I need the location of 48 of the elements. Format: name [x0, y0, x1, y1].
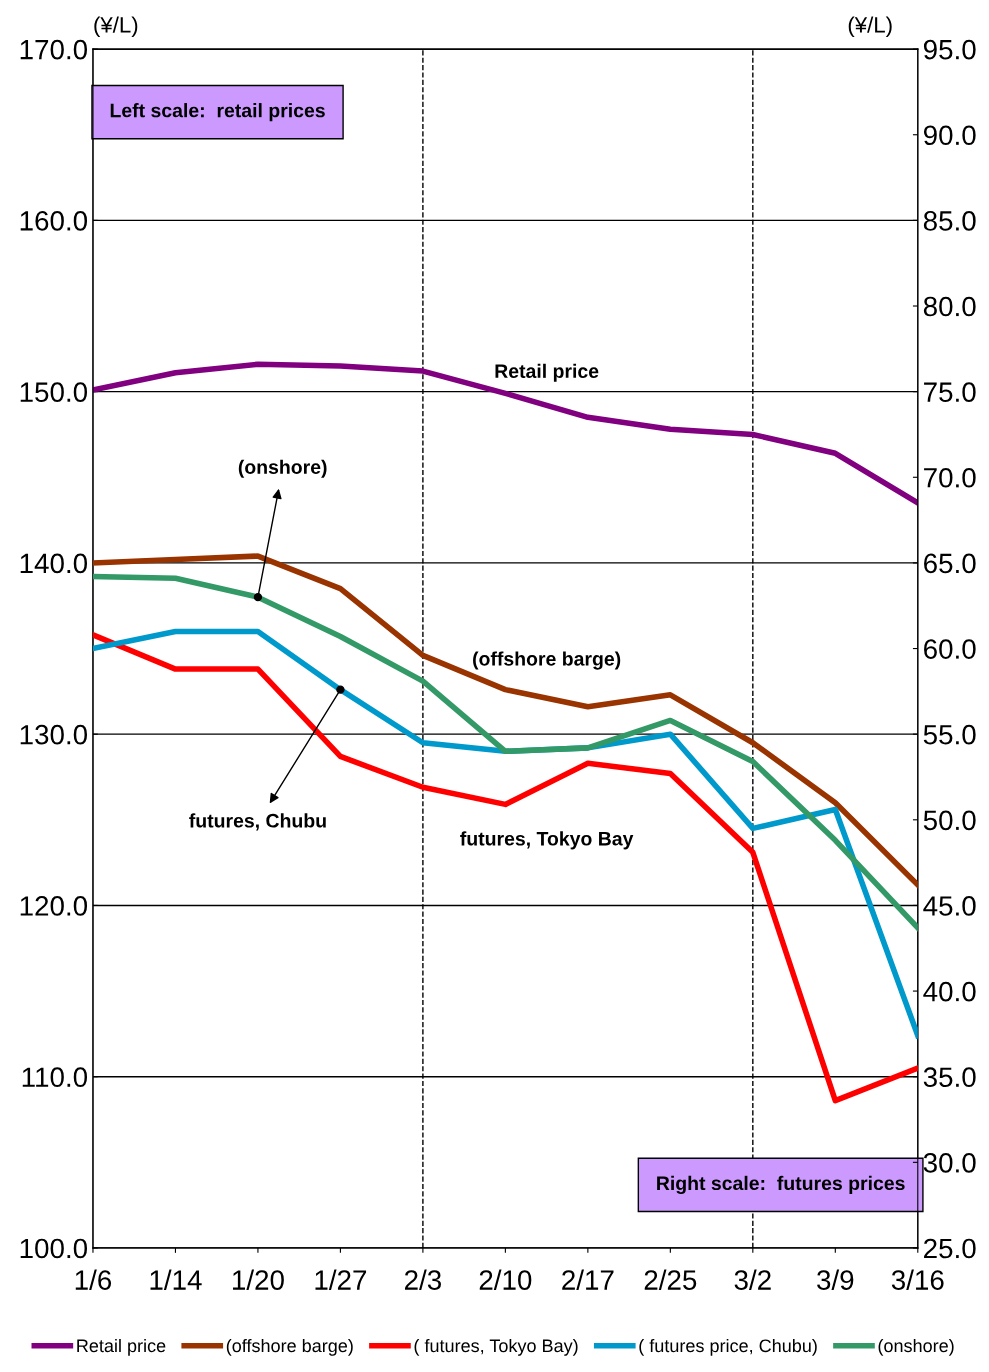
- y2-tick-label: 60.0: [924, 639, 976, 659]
- y-tick-label: 110.0: [22, 1067, 88, 1088]
- y2-tick-label: 45.0: [923, 896, 976, 916]
- annotation: (offshore barge): [473, 651, 621, 670]
- y-tick-label: 150.0: [20, 382, 88, 402]
- y2-tick-label: 25.0: [924, 1238, 976, 1259]
- annotation: futures, Chubu: [189, 813, 326, 831]
- annotation: Right scale: futures prices: [657, 1175, 905, 1195]
- y2-tick-label: 95.0: [923, 39, 976, 60]
- y2-tick-label: 85.0: [923, 211, 976, 231]
- x-tick-label: 1/27: [315, 1269, 367, 1290]
- x-tick-label: 1/14: [150, 1269, 202, 1290]
- y2-tick-label: 30.0: [923, 1153, 976, 1173]
- y2-tick-label: 70.0: [924, 467, 976, 488]
- y2-tick-label: 55.0: [923, 724, 976, 745]
- annotation: futures, Tokyo Bay: [460, 831, 634, 850]
- legend-label: ( futures, Tokyo Bay): [414, 1338, 578, 1356]
- x-tick-label: 3/16: [891, 1269, 944, 1290]
- y-tick-label: 100.0: [20, 1238, 88, 1259]
- y-tick-label: 130.0: [20, 724, 88, 745]
- y2-tick-label: 65.0: [924, 553, 976, 574]
- y2-tick-label: 40.0: [923, 981, 976, 1002]
- legend-label: ( futures price, Chubu): [639, 1338, 817, 1356]
- y2-tick-label: 80.0: [923, 296, 976, 317]
- x-tick-label: 2/25: [644, 1269, 697, 1290]
- y2-axis-title: (¥/L): [848, 16, 892, 38]
- legend-label: (onshore): [878, 1338, 954, 1356]
- y-tick-label: 120.0: [20, 896, 88, 916]
- x-tick-label: 2/10: [479, 1269, 532, 1290]
- y2-tick-label: 35.0: [923, 1067, 976, 1088]
- annotation: (onshore): [238, 459, 327, 478]
- legend-label: Retail price: [77, 1338, 166, 1356]
- y-tick-label: 170.0: [20, 39, 88, 60]
- annotation: Left scale: retail prices: [110, 103, 325, 122]
- x-tick-label: 2/17: [562, 1269, 614, 1290]
- y-axis-title: (¥/L): [94, 16, 138, 38]
- x-tick-label: 2/3: [404, 1269, 441, 1290]
- x-tick-label: 1/6: [75, 1269, 112, 1290]
- y2-tick-label: 90.0: [923, 125, 976, 146]
- y-tick-label: 140.0: [20, 553, 88, 574]
- x-tick-label: 3/2: [734, 1269, 771, 1290]
- annotation: Retail price: [495, 363, 599, 382]
- y-tick-label: 160.0: [20, 211, 88, 231]
- x-tick-label: 3/9: [817, 1269, 854, 1290]
- legend-label: (offshore barge): [226, 1338, 353, 1356]
- x-tick-label: 1/20: [233, 1269, 284, 1290]
- y2-tick-label: 50.0: [923, 810, 976, 831]
- y2-tick-label: 75.0: [924, 382, 976, 402]
